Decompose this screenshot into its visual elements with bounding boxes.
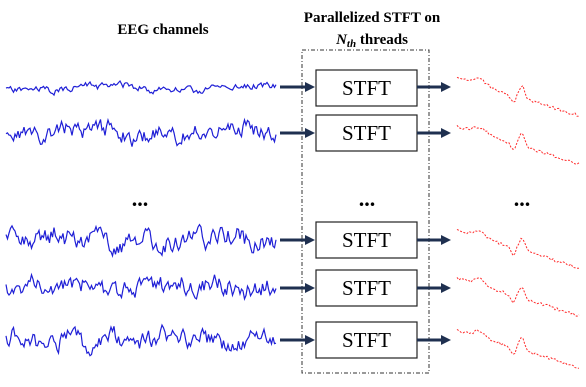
- spectrum-2: [456, 124, 580, 165]
- stft-box-4: [315, 269, 418, 307]
- row-1: STFT: [5, 69, 580, 117]
- eeg-signal-1: [5, 79, 277, 97]
- row-2: STFT: [5, 114, 580, 165]
- stft-label-5: STFT: [342, 328, 391, 352]
- spectrum-4: [456, 277, 580, 317]
- eeg-signal-2: [5, 117, 277, 147]
- stft-label-4: STFT: [342, 276, 391, 300]
- eeg-ellipsis: ...: [132, 186, 149, 211]
- spectrum-5: [456, 328, 580, 369]
- eeg-channels-title: EEG channels: [117, 22, 208, 38]
- row-5: STFT: [5, 321, 580, 369]
- th-subscript: th: [347, 38, 356, 50]
- row-4: STFT: [5, 269, 580, 317]
- spectrum-ellipsis: ...: [514, 186, 531, 211]
- stft-label-2: STFT: [342, 121, 391, 145]
- eeg-signal-3: [5, 223, 277, 258]
- spectrum-3: [456, 228, 580, 269]
- parallel-stft-title-line1: Parallelized STFT on: [304, 10, 441, 26]
- stft-box-5: [315, 321, 418, 359]
- stft-ellipsis: ...: [359, 186, 376, 211]
- row-3: STFT: [5, 221, 580, 269]
- parallel-stft-title-line2: Nth threads: [335, 32, 408, 50]
- parallel-threads-container: [301, 49, 430, 374]
- spectrum-1: [456, 76, 580, 117]
- stft-box-1: [315, 69, 418, 107]
- eeg-signal-4: [5, 272, 277, 301]
- n-symbol: N: [335, 32, 348, 48]
- eeg-signal-5: [5, 323, 277, 357]
- threads-word: threads: [356, 32, 408, 48]
- stft-label-1: STFT: [342, 76, 391, 100]
- stft-label-3: STFT: [342, 228, 391, 252]
